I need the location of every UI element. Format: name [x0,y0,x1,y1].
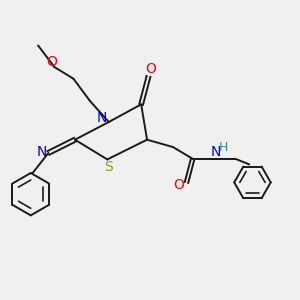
Text: O: O [146,62,156,76]
Text: H: H [219,141,228,154]
Text: O: O [173,178,184,192]
Text: N: N [211,146,221,159]
Text: S: S [104,160,113,174]
Text: N: N [97,112,107,125]
Text: O: O [46,55,57,69]
Text: N: N [37,145,47,159]
